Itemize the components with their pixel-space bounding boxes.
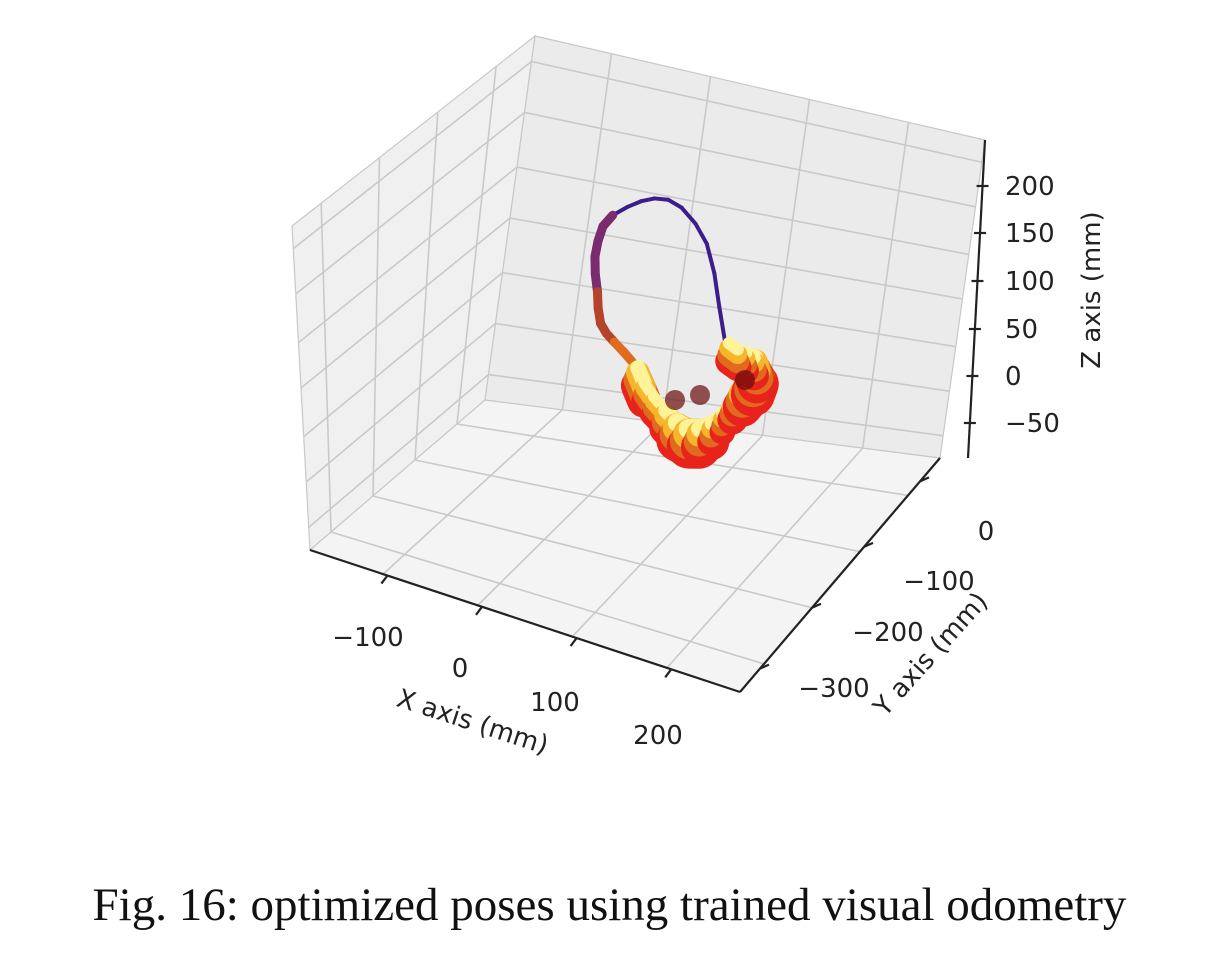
x-axis-label: X axis (mm) <box>393 684 552 761</box>
z-gridline <box>292 60 532 250</box>
x-wall-gridline <box>861 122 910 449</box>
y-axis-line <box>739 457 941 693</box>
x-wall-gridline <box>561 53 613 410</box>
z-tick-label: 50 <box>1005 315 1038 345</box>
y-wall-gridline <box>320 203 332 533</box>
z-gridline <box>297 166 518 344</box>
trajectory-shadow <box>735 370 755 390</box>
y-tick-label: 0 <box>978 517 995 547</box>
z-tick-label: 150 <box>1005 219 1055 249</box>
3d-trajectory-plot: −10001002000−100−200−300200150100500−50X… <box>291 34 1107 761</box>
z-gridline <box>305 322 497 483</box>
z-gridline <box>308 373 490 528</box>
x-tick-label: −100 <box>332 623 403 653</box>
x-tick-mark <box>664 668 673 678</box>
y-tick-mark <box>759 663 770 670</box>
figure-caption: Fig. 16: optimized poses using trained v… <box>92 879 1127 931</box>
trajectory-segment <box>679 205 698 226</box>
z-gridline <box>509 217 963 300</box>
x-tick-label: 0 <box>452 654 469 684</box>
z-gridline <box>524 111 976 208</box>
y-tick-label: −100 <box>903 567 974 597</box>
trajectory-segment <box>652 196 671 202</box>
y-floor-gridline <box>372 495 813 609</box>
y-tick-label: −200 <box>852 618 923 648</box>
x-tick-label: 200 <box>633 721 683 751</box>
trajectory-segment <box>693 221 709 246</box>
y-axis-label: Y axis (mm) <box>867 587 994 723</box>
z-gridline <box>303 271 504 438</box>
z-tick-label: 100 <box>1005 267 1055 297</box>
y-wall-gridline <box>456 66 497 425</box>
x-tick-mark <box>475 606 483 616</box>
trajectory-shadow <box>690 385 710 405</box>
z-axis-line <box>966 139 987 459</box>
trajectory-segment <box>624 199 644 210</box>
z-tick-label: −50 <box>1005 409 1060 439</box>
y-tick-label: −300 <box>798 674 869 704</box>
x-floor-gridline <box>666 447 864 669</box>
trajectory <box>590 196 779 469</box>
trajectory-segment <box>639 196 657 204</box>
y-wall-gridline <box>372 157 381 497</box>
x-tick-mark <box>380 574 389 585</box>
z-tick-label: 200 <box>1005 172 1055 202</box>
x-tick-label: 100 <box>530 688 580 718</box>
x-floor-gridline <box>477 422 664 606</box>
x-axis-line <box>309 548 741 694</box>
x-floor-gridline <box>382 409 563 575</box>
x-tick-mark <box>569 637 578 647</box>
z-axis-label: Z axis (mm) <box>1077 211 1107 368</box>
z-tick-label: 0 <box>1005 362 1022 392</box>
y-floor-gridline <box>414 459 861 553</box>
y-wall-gridline <box>414 111 439 461</box>
y-floor-gridline <box>330 531 765 665</box>
z-gridline <box>300 217 511 389</box>
z-gridline <box>488 373 944 437</box>
y-tick-mark <box>811 602 822 609</box>
trajectory-segment <box>712 271 722 310</box>
y-tick-mark <box>863 541 874 548</box>
trajectory-segment <box>717 305 727 343</box>
trajectory-segment <box>666 197 684 210</box>
axis-lines <box>309 139 989 694</box>
z-gridline <box>295 111 525 295</box>
x-wall-gridline <box>661 76 712 423</box>
x-floor-gridline <box>571 434 764 638</box>
grid-lines <box>292 53 983 669</box>
z-gridline <box>502 271 956 348</box>
y-tick-mark <box>919 476 930 483</box>
z-gridline <box>531 60 983 164</box>
trajectory-segment <box>722 336 744 356</box>
trajectory-segment <box>704 241 717 276</box>
chart-figure: −100 0 100 200 0 −100 −200 −300 200 150 100 50 0 −50 X… <box>291 34 1107 761</box>
trajectory-shadow <box>665 390 685 410</box>
z-gridline <box>516 166 969 256</box>
